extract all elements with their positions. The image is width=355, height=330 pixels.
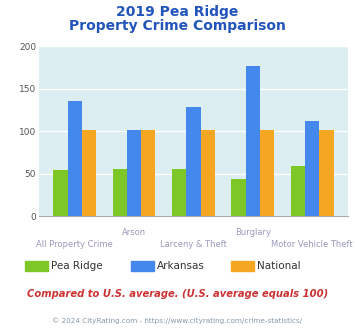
Bar bbox=[127, 130, 141, 216]
Text: Motor Vehicle Theft: Motor Vehicle Theft bbox=[272, 240, 353, 249]
Text: © 2024 CityRating.com - https://www.cityrating.com/crime-statistics/: © 2024 CityRating.com - https://www.city… bbox=[53, 317, 302, 324]
Text: Property Crime Comparison: Property Crime Comparison bbox=[69, 19, 286, 33]
Text: Compared to U.S. average. (U.S. average equals 100): Compared to U.S. average. (U.S. average … bbox=[27, 289, 328, 299]
Text: Pea Ridge: Pea Ridge bbox=[51, 261, 102, 271]
Text: 2019 Pea Ridge: 2019 Pea Ridge bbox=[116, 5, 239, 19]
Bar bbox=[172, 169, 186, 216]
Bar bbox=[82, 130, 96, 216]
Bar bbox=[186, 107, 201, 216]
Bar bbox=[201, 130, 215, 216]
Text: Larceny & Theft: Larceny & Theft bbox=[160, 240, 227, 249]
Bar bbox=[320, 130, 334, 216]
Text: Burglary: Burglary bbox=[235, 228, 271, 237]
Bar bbox=[141, 130, 155, 216]
Bar bbox=[291, 166, 305, 216]
Bar bbox=[231, 179, 246, 216]
Bar bbox=[67, 101, 82, 216]
Bar bbox=[305, 121, 320, 216]
Bar bbox=[53, 170, 67, 216]
Bar bbox=[113, 169, 127, 216]
Text: Arson: Arson bbox=[122, 228, 146, 237]
Text: Arkansas: Arkansas bbox=[157, 261, 205, 271]
Text: All Property Crime: All Property Crime bbox=[36, 240, 113, 249]
Bar bbox=[246, 66, 260, 216]
Text: National: National bbox=[257, 261, 300, 271]
Bar bbox=[260, 130, 274, 216]
